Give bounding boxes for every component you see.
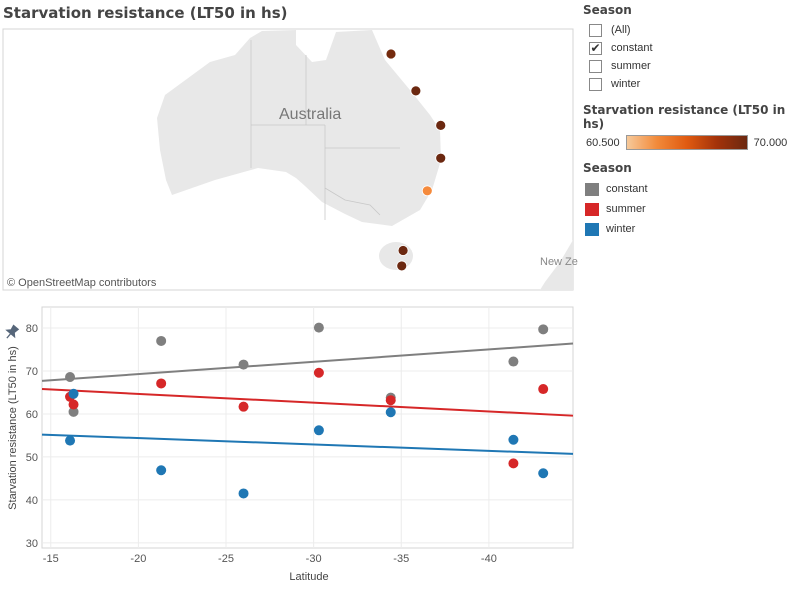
filter-item-label: winter [611,78,641,90]
map-point[interactable] [385,48,397,60]
point-constant[interactable] [156,335,167,346]
trend-line-summer[interactable] [41,388,574,417]
point-summer[interactable] [508,458,519,469]
point-summer[interactable] [385,395,396,406]
filter-item-label: constant [611,42,653,54]
point-summer[interactable] [156,378,167,389]
state-borders [250,40,400,220]
map-point[interactable] [397,245,409,256]
point-winter[interactable] [385,407,396,418]
color-legend-title: Starvation resistance (LT50 in hs) [583,103,786,131]
legend-item-summer[interactable]: summer [585,199,648,219]
point-winter[interactable] [68,388,79,399]
season-legend-title: Season [583,161,632,175]
x-tick-label: -25 [218,553,234,565]
x-tick-label: -30 [306,553,322,565]
legend-item-constant[interactable]: constant [585,179,648,199]
season-filter: Season (All) ✔ constant summer winter [583,3,653,93]
filter-item-winter[interactable]: winter [589,75,653,93]
scatter-chart[interactable]: -15 -20 -25 -30 -35 -40 30 40 50 60 70 80 Starvatio… [0,0,580,589]
y-tick-label: 30 [26,538,38,550]
map-point[interactable] [421,185,433,197]
legend-label: summer [606,203,646,215]
map-point[interactable] [435,119,447,131]
new-zealand-landmass [540,240,573,290]
point-constant[interactable] [238,359,249,370]
point-winter[interactable] [238,488,249,499]
nz-label: New Ze [540,256,578,268]
x-tick-label: -35 [393,553,409,565]
legend-label: constant [606,183,648,195]
color-min-label: 60.500 [586,136,620,149]
point-constant[interactable] [538,324,549,335]
plot-frame [41,306,574,549]
y-tick-label: 50 [26,452,38,464]
point-constant[interactable] [313,322,324,333]
point-summer[interactable] [238,401,249,412]
checkbox[interactable] [589,59,602,73]
color-max-label: 70.000 [753,136,788,149]
map-point[interactable] [435,152,447,164]
filter-item-summer[interactable]: summer [589,57,653,75]
map-attribution[interactable]: © OpenStreetMap contributors [7,277,157,289]
color-ramp [625,135,748,150]
filter-item-label: (All) [611,24,631,36]
point-constant[interactable] [65,372,76,383]
filter-item-all[interactable]: (All) [589,21,653,39]
filter-item-constant[interactable]: ✔ constant [589,39,653,57]
color-legend: Starvation resistance (LT50 in hs) 60.50… [583,103,795,150]
season-color-legend: Season constant summer winter [583,161,648,239]
map-title: Starvation resistance (LT50 in hs) [3,4,288,22]
map-point[interactable] [410,85,422,97]
x-axis-label: Latitude [289,571,328,583]
checkbox[interactable]: ✔ [589,40,602,55]
y-axis-label: Starvation resistance (LT50 in hs) [7,346,19,510]
point-winter[interactable] [508,434,519,445]
point-winter[interactable] [156,465,167,476]
legend-item-winter[interactable]: winter [585,219,648,239]
map-point[interactable] [396,260,408,272]
season-filter-title: Season [583,3,632,17]
filter-item-label: summer [611,60,651,72]
point-constant[interactable] [508,356,519,367]
point-summer[interactable] [68,399,79,410]
map-view[interactable]: Australia New Ze © OpenStreetMap contrib… [0,0,580,300]
color-swatch [585,202,599,216]
trend-line-winter[interactable] [41,433,574,455]
y-tick-label: 60 [26,409,38,421]
point-summer[interactable] [538,384,549,395]
x-tick-label: -20 [130,553,146,565]
checkbox[interactable] [589,23,602,37]
australia-landmass [157,30,441,226]
point-constant[interactable] [68,406,79,417]
x-tick-label: -40 [481,553,497,565]
point-winter[interactable] [65,435,76,446]
x-tick-label: -15 [43,553,59,565]
y-tick-label: 80 [26,323,38,335]
checkbox[interactable] [589,77,602,91]
point-winter[interactable] [538,468,549,479]
trend-line-constant[interactable] [41,342,574,382]
point-summer[interactable] [313,367,324,378]
y-tick-label: 70 [26,366,38,378]
y-tick-label: 40 [26,495,38,507]
legend-label: winter [606,223,636,235]
color-swatch [585,222,599,236]
point-winter[interactable] [313,425,324,436]
pin-icon[interactable] [3,324,20,341]
color-swatch [585,182,599,196]
country-label: Australia [279,106,341,123]
